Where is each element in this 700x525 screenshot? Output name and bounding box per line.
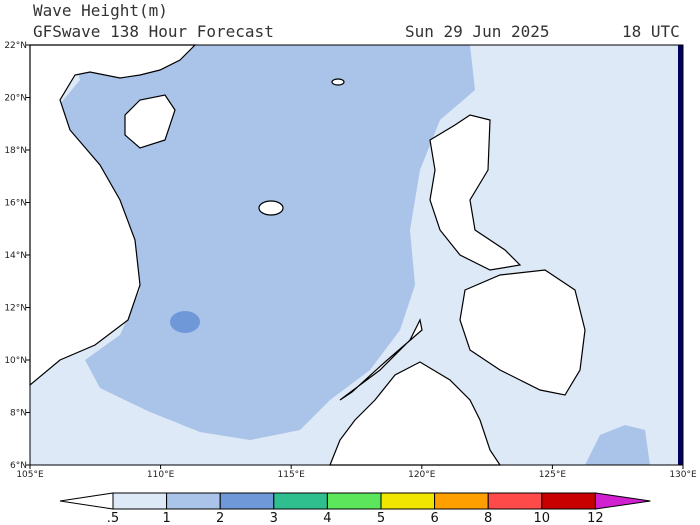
colorbar-segment bbox=[112, 492, 168, 510]
lat-label: 14°N bbox=[4, 251, 27, 261]
lon-label: 120°E bbox=[408, 470, 436, 480]
colorbar-segment bbox=[326, 492, 382, 510]
lon-label: 110°E bbox=[147, 470, 175, 480]
subtitle: GFSwave 138 Hour Forecast bbox=[33, 22, 274, 41]
title: Wave Height(m) bbox=[33, 1, 168, 20]
colorbar-label: 10 bbox=[534, 511, 551, 525]
colorbar-label: 2 bbox=[216, 511, 224, 525]
colorbar-label: 4 bbox=[323, 511, 331, 525]
colorbar-label: 6 bbox=[430, 511, 438, 525]
colorbar-high bbox=[594, 492, 651, 510]
colorbar-label: 12 bbox=[587, 511, 604, 525]
colorbar-segment bbox=[434, 492, 489, 510]
lon-label: 115°E bbox=[278, 470, 306, 480]
edge-bar bbox=[678, 45, 683, 465]
lon-label: 125°E bbox=[539, 470, 567, 480]
colorbar-low bbox=[59, 492, 114, 510]
date: Sun 29 Jun 2025 bbox=[405, 22, 550, 41]
map bbox=[29, 44, 684, 466]
time: 18 UTC bbox=[622, 22, 680, 41]
lat-label: 10°N bbox=[4, 356, 27, 366]
lon-label: 105°E bbox=[16, 470, 44, 480]
lon-label: 130°E bbox=[669, 470, 697, 480]
lat-label: 22°N bbox=[4, 41, 27, 51]
colorbar-segment bbox=[541, 492, 596, 510]
lat-label: 20°N bbox=[4, 94, 27, 104]
lat-label: 6°N bbox=[10, 461, 27, 471]
colorbar-segment bbox=[219, 492, 275, 510]
colorbar-label: .5 bbox=[107, 511, 119, 525]
sea-medium bbox=[55, 45, 475, 440]
lat-label: 12°N bbox=[4, 304, 27, 314]
sea-high bbox=[170, 311, 200, 333]
lat-label: 18°N bbox=[4, 146, 27, 156]
colorbar-label: 1 bbox=[162, 511, 170, 525]
colorbar-segment bbox=[487, 492, 543, 510]
colorbar-segment bbox=[166, 492, 221, 510]
colorbar-label: 5 bbox=[377, 511, 385, 525]
colorbar-segment bbox=[273, 492, 328, 510]
land bbox=[29, 44, 586, 466]
colorbar-segment bbox=[380, 492, 436, 510]
colorbar-label: 8 bbox=[484, 511, 492, 525]
colorbar-label: 3 bbox=[270, 511, 278, 525]
lat-label: 8°N bbox=[10, 409, 27, 419]
lat-label: 16°N bbox=[4, 199, 27, 209]
sea-medium-se bbox=[585, 425, 650, 465]
